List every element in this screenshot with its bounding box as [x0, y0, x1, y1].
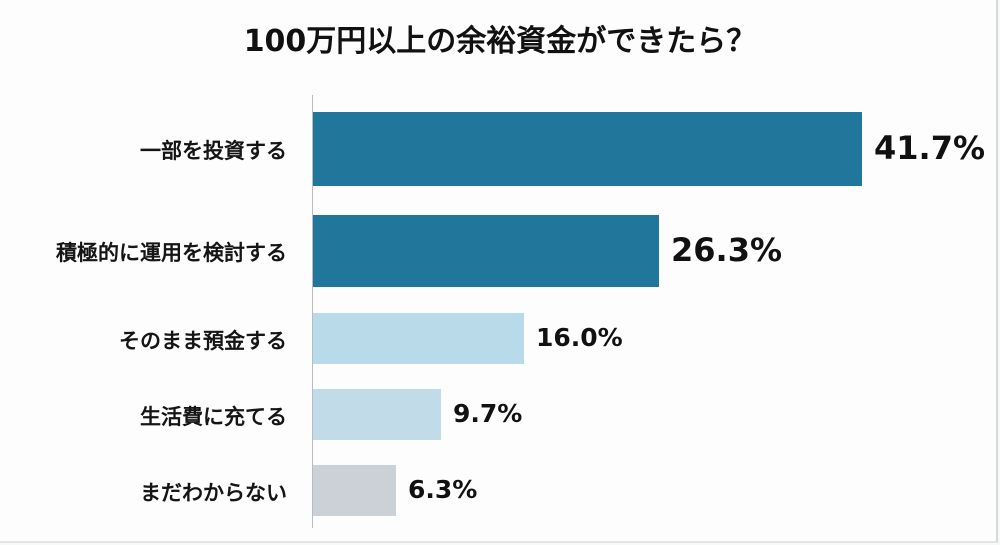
bar-row-2: 積極的に運用を検討する 26.3% — [0, 215, 1000, 287]
bar-row-3: そのまま預金する 16.0% — [0, 313, 1000, 364]
value-label: 26.3% — [671, 231, 783, 270]
category-label: まだわからない — [140, 480, 287, 505]
category-label: そのまま預金する — [119, 328, 287, 353]
chart-title: 100万円以上の余裕資金ができたら？ — [243, 24, 757, 59]
bar — [313, 215, 659, 287]
bar-row-5: まだわからない 6.3% — [0, 465, 1000, 516]
bar-row-1: 一部を投資する 41.7% — [0, 112, 1000, 186]
bar — [313, 313, 524, 364]
value-label: 41.7% — [874, 129, 986, 168]
y-axis-line — [312, 95, 313, 528]
category-label: 生活費に充てる — [140, 404, 287, 429]
bar — [313, 465, 396, 516]
category-label: 一部を投資する — [140, 139, 287, 163]
bar — [313, 112, 862, 186]
bar — [313, 389, 441, 440]
bar-row-4: 生活費に充てる 9.7% — [0, 389, 1000, 440]
category-label: 積極的に運用を検討する — [56, 241, 287, 265]
value-label: 9.7% — [453, 399, 523, 428]
value-label: 6.3% — [408, 475, 478, 504]
value-label: 16.0% — [536, 323, 623, 352]
